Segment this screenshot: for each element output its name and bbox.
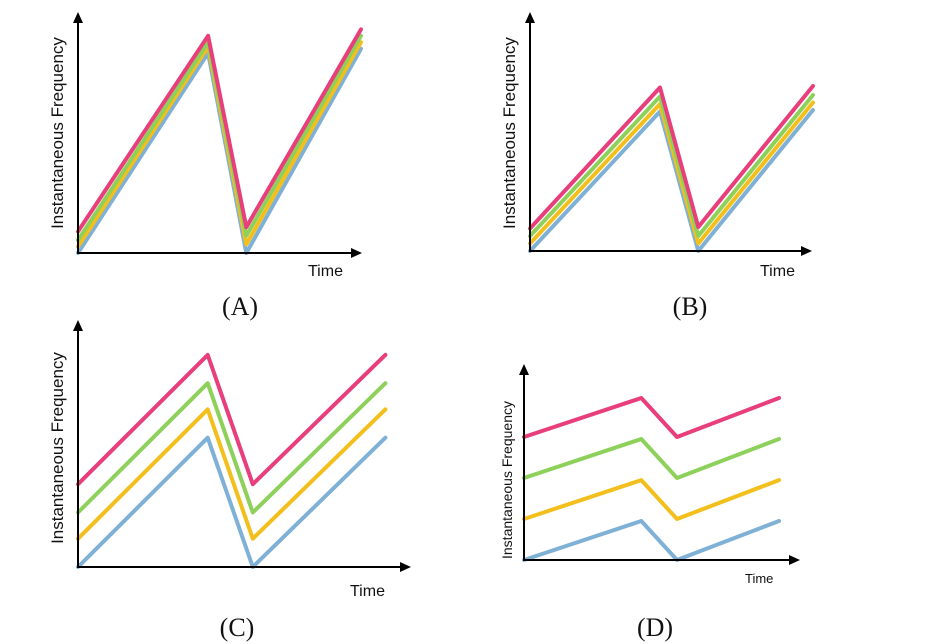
panel-a: Instantaneous Frequency Time (A) [48, 12, 363, 321]
series-line-4 [528, 84, 815, 231]
x-axis-label: Time [745, 571, 773, 586]
y-axis-arrow-icon [73, 320, 83, 331]
panel-label: (A) [222, 292, 258, 321]
y-axis-label: Instantaneous Frequency [500, 37, 519, 229]
series-line-4 [522, 396, 781, 439]
panel-d: Instantaneous Frequency Time (D) [499, 364, 800, 642]
panel-label: (C) [220, 613, 255, 642]
y-axis-arrow-icon [73, 12, 83, 23]
x-axis-arrow-icon [789, 555, 800, 565]
panel-label: (D) [637, 613, 673, 642]
x-axis-arrow-icon [400, 562, 411, 572]
x-axis-label: Time [760, 263, 795, 280]
series-line-3 [76, 33, 363, 243]
panel-b: Instantaneous Frequency Time (B) [500, 12, 815, 321]
y-axis-label: Instantaneous Frequency [48, 37, 67, 229]
y-axis-label: Instantaneous Frequency [499, 401, 515, 559]
series-line-4 [76, 352, 388, 487]
series-line-3 [522, 437, 781, 480]
x-axis-label: Time [350, 583, 385, 600]
panel-c: Instantaneous Frequency Time (C) [48, 320, 411, 642]
panel-label: (B) [673, 292, 708, 321]
x-axis-arrow-icon [351, 248, 362, 258]
series-line-2 [76, 40, 363, 249]
series-line-2 [76, 407, 388, 541]
y-axis-arrow-icon [519, 364, 529, 375]
x-axis-arrow-icon [801, 246, 812, 256]
series-line-1 [76, 46, 363, 255]
y-axis-label: Instantaneous Frequency [48, 352, 67, 544]
series-line-3 [528, 93, 815, 238]
series-line-2 [522, 478, 781, 521]
series-line-1 [522, 519, 781, 562]
x-axis-label: Time [308, 263, 343, 280]
series-line-4 [76, 27, 363, 234]
series-line-1 [76, 435, 388, 569]
y-axis-arrow-icon [525, 12, 535, 23]
series-line-3 [76, 381, 388, 515]
